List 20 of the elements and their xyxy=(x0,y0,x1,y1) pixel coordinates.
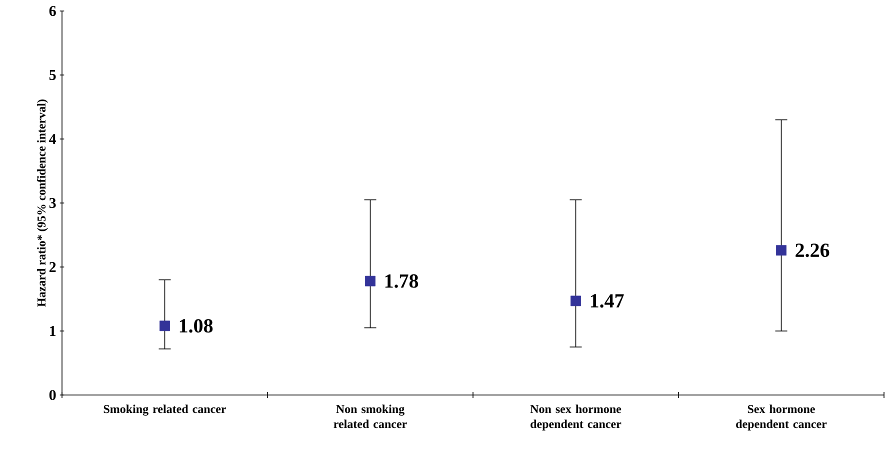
x-tick-label: Sex hormone dependent cancer xyxy=(736,404,827,431)
y-tick-label: 4 xyxy=(49,134,56,144)
y-tick-label: 1 xyxy=(50,326,56,336)
data-label: 2.26 xyxy=(796,244,830,258)
point xyxy=(776,245,786,256)
y-tick-label: 0 xyxy=(49,390,56,400)
data-label: 1.47 xyxy=(590,294,624,308)
y-tick-label: 6 xyxy=(49,6,56,16)
y-tick-label: 3 xyxy=(49,198,56,208)
data-label: 1.78 xyxy=(385,274,418,288)
y-tick-label: 5 xyxy=(49,70,56,80)
y-tick-label: 2 xyxy=(49,262,56,272)
x-tick-label: Smoking related cancer xyxy=(104,404,226,416)
point xyxy=(160,320,170,332)
point xyxy=(365,276,376,286)
y-axis-title: Hazard ratio* (95% confidence interval) xyxy=(36,100,48,307)
x-tick-label: Non sex hormone dependent cancer xyxy=(530,404,622,431)
x-tick-label: Non smoking related cancer xyxy=(334,404,407,428)
data-label: 1.08 xyxy=(180,319,213,333)
point xyxy=(570,296,581,306)
